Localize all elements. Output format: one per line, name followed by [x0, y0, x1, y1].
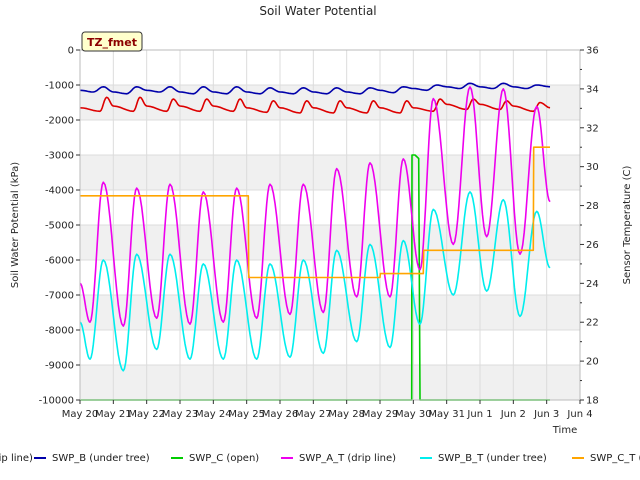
x-axis-label: Time: [552, 425, 577, 436]
background-band: [80, 120, 580, 155]
y-axis-label: Soil Water Potential (kPa): [10, 162, 21, 288]
legend-label: SWP_C (open): [189, 453, 259, 464]
y2-tick-label: 24: [586, 279, 599, 290]
background-bands: [80, 50, 580, 400]
x-tick-label: May 30: [395, 409, 432, 420]
y-tick-label: -2000: [45, 116, 74, 127]
background-band: [80, 365, 580, 400]
y-axis-ticks: 0 -1000 -2000 -3000 -4000 -5000 -6000 -7000 -800…: [39, 46, 80, 407]
x-tick-label: May 27: [295, 409, 332, 420]
series-line-6: [80, 146, 550, 279]
x-tick-label: May 28: [328, 409, 365, 420]
y-tick-label: -4000: [45, 186, 74, 197]
legend-label: SWP_B (under tree): [52, 453, 150, 464]
series-line-4: [79, 86, 551, 327]
x-tick-label: May 20: [62, 409, 99, 420]
y2-tick-label: 28: [586, 201, 599, 212]
series-line-5: [79, 191, 551, 372]
x-tick-label: May 29: [362, 409, 399, 420]
series-line-2: [79, 82, 551, 95]
y-tick-label: -10000: [39, 396, 74, 407]
x-tick-label: Jun 4: [566, 409, 592, 420]
x-tick-label: May 25: [228, 409, 265, 420]
y2-tick-label: 36: [586, 46, 599, 57]
site-badge-label: TZ_fmet: [87, 36, 137, 49]
x-tick-label: May 24: [195, 409, 232, 420]
x-tick-label: May 23: [162, 409, 199, 420]
y-tick-label: -8000: [45, 326, 74, 337]
y2-tick-label: 26: [586, 240, 599, 251]
y2-tick-label: 34: [586, 84, 599, 95]
y-tick-label: -7000: [45, 291, 74, 302]
x-tick-label: Jun 2: [500, 409, 526, 420]
x-tick-label: May 31: [428, 409, 465, 420]
y-tick-label: -5000: [45, 221, 74, 232]
y-tick-label: 0: [68, 46, 74, 57]
legend-label: SWP_B_T (under tree): [438, 453, 547, 464]
site-badge: TZ_fmet: [81, 31, 143, 52]
legend: SWP_A (drip line) SWP_B (under tree) SWP_C…: [0, 453, 640, 464]
y2-tick-label: 20: [586, 357, 599, 368]
x-tick-label: May 26: [262, 409, 299, 420]
legend-label: SWP_A (drip line): [0, 453, 33, 464]
x-tick-label: May 21: [95, 409, 132, 420]
x-tick-label: Jun 3: [533, 409, 559, 420]
y-tick-label: -6000: [45, 256, 74, 267]
y2-axis-label: Sensor Temperature (C): [622, 166, 633, 285]
y-tick-label: -3000: [45, 151, 74, 162]
y2-tick-label: 22: [586, 318, 599, 329]
y2-tick-label: 32: [586, 123, 599, 134]
background-band: [80, 155, 580, 190]
x-tick-label: May 22: [128, 409, 165, 420]
background-band: [80, 330, 580, 365]
background-band: [80, 50, 580, 85]
y2-tick-label: 30: [586, 162, 599, 173]
y-tick-label: -9000: [45, 361, 74, 372]
legend-label: SWP_C_T (open): [590, 453, 640, 464]
legend-label: SWP_A_T (drip line): [299, 453, 396, 464]
y2-tick-label: 18: [586, 396, 599, 407]
y2-axis-ticks: 18 20 22 24 26 28 30 32 34 36: [580, 46, 599, 407]
chart-title: Soil Water Potential: [259, 4, 376, 18]
x-tick-label: Jun 1: [466, 409, 492, 420]
y-tick-label: -1000: [45, 81, 74, 92]
